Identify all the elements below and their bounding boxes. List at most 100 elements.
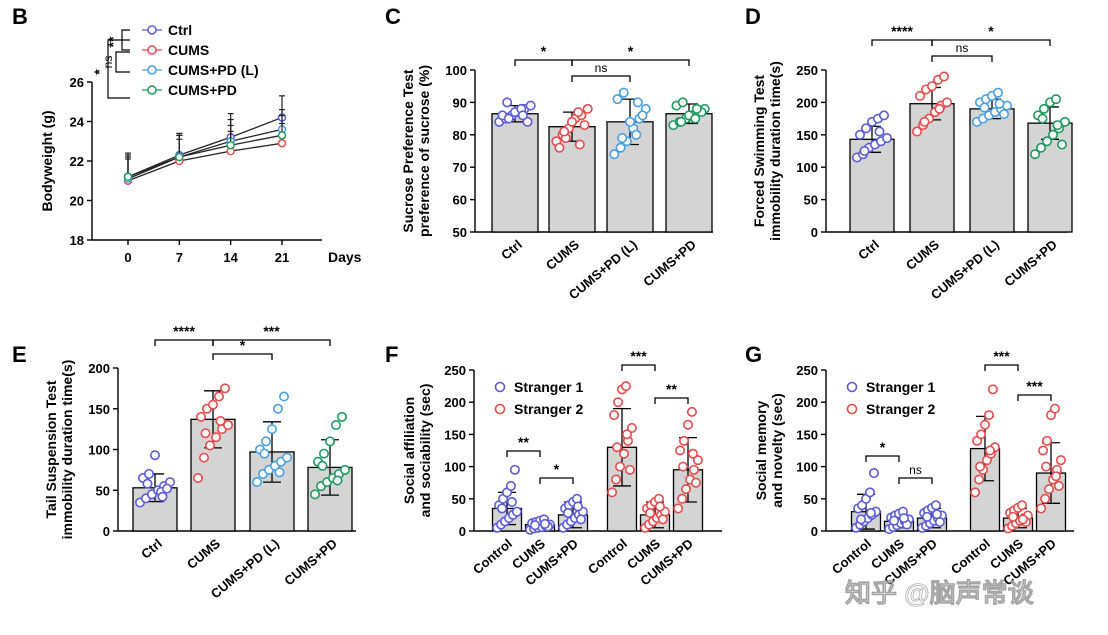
c-y-tick-label: 100 (445, 63, 467, 78)
panel-label-g: G (745, 342, 762, 367)
g-y-tick-label: 250 (796, 363, 818, 378)
d-data-point (979, 102, 990, 113)
c-data-point (573, 107, 584, 118)
g-data-point (1017, 514, 1028, 525)
d-data-point (1039, 103, 1050, 114)
g-data-point (864, 487, 875, 498)
g-data-point (1042, 435, 1053, 446)
g-data-point (889, 515, 900, 526)
f-data-point (690, 477, 701, 488)
f-y-tick-label: 200 (444, 395, 466, 410)
g-sig-label: *** (1026, 378, 1043, 394)
f-data-point (611, 474, 622, 485)
c-y-tick-label: 80 (453, 128, 467, 143)
f-data-point (620, 381, 631, 392)
e-data-point (193, 473, 204, 484)
g-data-point (975, 461, 986, 472)
f-data-point (607, 487, 618, 498)
g-sig-bracket (984, 364, 1019, 371)
c-data-point (554, 142, 565, 153)
g-sig-label: * (880, 439, 886, 455)
d-data-point (874, 126, 885, 137)
c-sig-bracket (571, 75, 631, 82)
d-sig-label: **** (891, 23, 913, 39)
e-x-tick-label: Ctrl (138, 536, 165, 562)
f-data-point (679, 435, 690, 446)
b-x-tick-label: 21 (275, 250, 289, 265)
b-sig-label: * (91, 69, 107, 75)
c-data-point (618, 87, 629, 98)
g-y-tick-label: 200 (796, 395, 818, 410)
e-data-point (252, 477, 263, 488)
f-data-point (497, 503, 508, 514)
g-data-point (987, 384, 998, 395)
g-legend-marker (846, 381, 858, 393)
d-y-tick-label: 50 (804, 193, 818, 208)
f-legend-marker (494, 381, 506, 393)
g-data-point (976, 429, 987, 440)
e-x-tick-label: CUMS (184, 536, 223, 572)
f-legend-label: Stranger 2 (514, 401, 583, 417)
c-data-point (631, 129, 642, 140)
e-data-point (309, 489, 320, 500)
e-sig-bracket (154, 339, 214, 346)
b-x-tick-label: 0 (124, 250, 131, 265)
c-sig-bracket (514, 59, 573, 66)
c-data-point (522, 116, 533, 127)
b-data-point (277, 131, 287, 140)
c-data-point (582, 103, 593, 114)
d-data-point (992, 87, 1003, 98)
c-data-point (559, 126, 570, 137)
c-data-point (502, 97, 513, 108)
e-data-point (142, 478, 153, 489)
e-y-tick-label: 150 (88, 402, 110, 417)
g-legend-label: Stranger 2 (866, 401, 935, 417)
f-data-point (675, 445, 686, 456)
c-sig-label: * (541, 43, 547, 59)
g-data-point (1038, 445, 1049, 456)
f-sig-bracket (506, 450, 541, 457)
d-data-point (1052, 120, 1063, 131)
g-data-point (1036, 503, 1047, 514)
f-data-point (609, 410, 620, 421)
f-sig-label: ** (666, 381, 677, 397)
f-y-tick-label: 0 (459, 524, 466, 539)
b-y-tick-label: 24 (70, 115, 85, 130)
f-y-tick-label: 100 (444, 460, 466, 475)
c-y-tick-label: 90 (453, 95, 467, 110)
f-data-point (673, 503, 684, 514)
d-data-point (1030, 149, 1041, 160)
e-data-point (211, 432, 222, 443)
d-data-point (854, 129, 865, 140)
d-data-point (881, 133, 892, 144)
d-bar-2 (909, 103, 955, 233)
b-series-line-4 (127, 134, 283, 178)
c-sig-label: ns (595, 61, 608, 75)
g-data-point (922, 511, 933, 522)
f-data-point (612, 442, 623, 453)
d-data-point (1037, 113, 1048, 124)
g-data-point (1049, 403, 1060, 414)
f-sig-label: ** (518, 434, 529, 450)
e-data-point (144, 468, 155, 479)
e-data-point (150, 450, 161, 461)
d-data-point (994, 98, 1005, 109)
f-y-axis-label: Social affiliation (401, 397, 417, 504)
f-data-point (654, 501, 665, 512)
g-data-point (974, 474, 985, 485)
d-data-point (1048, 129, 1059, 140)
g-data-point (930, 500, 941, 511)
c-y-tick-label: 70 (453, 160, 467, 175)
d-data-point (1042, 136, 1053, 147)
g-y-tick-label: 50 (804, 492, 818, 507)
d-data-point (998, 109, 1009, 120)
d-y-tick-label: 200 (796, 95, 818, 110)
e-data-point (317, 460, 328, 471)
e-y-axis-label: Tail Suspension Test (43, 380, 59, 518)
b-x-tick-label: 14 (223, 250, 238, 265)
d-y-tick-label: 150 (796, 128, 818, 143)
panel-label-c: C (385, 4, 401, 29)
b-y-tick-label: 22 (70, 154, 84, 169)
d-data-point (1057, 139, 1068, 150)
c-bar-1 (491, 113, 539, 233)
